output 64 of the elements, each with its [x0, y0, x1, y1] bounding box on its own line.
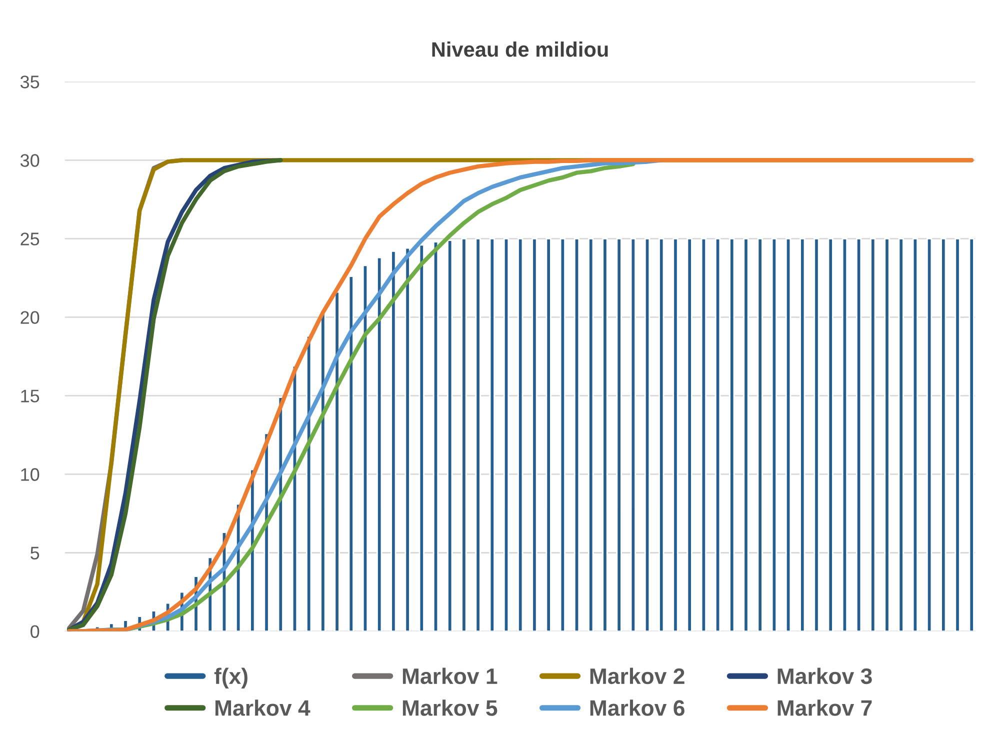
- bar: [362, 264, 368, 632]
- legend-label: Markov 4: [215, 700, 310, 716]
- bar: [714, 238, 721, 632]
- bar: [954, 238, 960, 632]
- line-series: [67, 158, 974, 632]
- bar: [390, 250, 396, 632]
- bar: [475, 238, 481, 632]
- legend-label: Markov 7: [778, 700, 872, 716]
- bar: [546, 238, 552, 632]
- bar: [658, 238, 664, 632]
- bar: [926, 238, 932, 632]
- bar: [743, 238, 749, 632]
- bar: [489, 238, 495, 632]
- bar: [672, 238, 678, 632]
- bar: [418, 244, 424, 632]
- bar: [503, 238, 510, 632]
- bar: [447, 240, 453, 632]
- bar: [348, 276, 354, 632]
- legend-label: Markov 5: [402, 700, 498, 716]
- bar: [800, 238, 806, 632]
- y-tick-label: 10: [21, 468, 40, 481]
- bar: [968, 238, 974, 632]
- bar: [404, 247, 410, 632]
- bar: [630, 238, 636, 632]
- bar: [532, 238, 538, 632]
- bar: [588, 238, 594, 632]
- bar: [686, 238, 692, 632]
- y-tick-label: 35: [20, 76, 40, 88]
- bar: [602, 238, 608, 632]
- bar: [828, 238, 834, 632]
- bar: [856, 238, 862, 632]
- y-tick-label: 25: [20, 232, 40, 246]
- bar: [884, 238, 890, 632]
- bar: [376, 256, 382, 632]
- bar: [842, 238, 848, 632]
- bar: [870, 238, 876, 632]
- y-tick-label: 0: [30, 625, 40, 638]
- bar: [814, 238, 820, 632]
- legend-label: Markov 3: [778, 668, 872, 684]
- legend-label: Markov 1: [402, 668, 498, 684]
- legend-label: f(x): [214, 668, 248, 688]
- legend-label: Markov 2: [590, 668, 684, 684]
- bar: [560, 238, 566, 632]
- bar: [785, 238, 792, 632]
- bar: [334, 291, 340, 632]
- bar: [616, 238, 622, 632]
- bar: [574, 238, 580, 632]
- bar: [644, 238, 650, 632]
- bar: [940, 238, 946, 632]
- y-tick-label: 20: [20, 311, 40, 324]
- bar: [461, 238, 467, 632]
- bar: [432, 241, 439, 632]
- bar: [729, 238, 735, 632]
- bar: [912, 238, 918, 632]
- bar: [898, 238, 904, 632]
- bar: [757, 238, 763, 632]
- bar: [518, 238, 524, 632]
- y-tick-label: 15: [21, 390, 40, 402]
- bar: [771, 238, 777, 632]
- y-tick-label: 5: [30, 546, 40, 560]
- bar: [700, 238, 706, 632]
- y-tick-label: 30: [20, 154, 40, 167]
- legend-label: Markov 6: [590, 700, 684, 716]
- chart-title: Niveau de mildiou: [432, 42, 608, 57]
